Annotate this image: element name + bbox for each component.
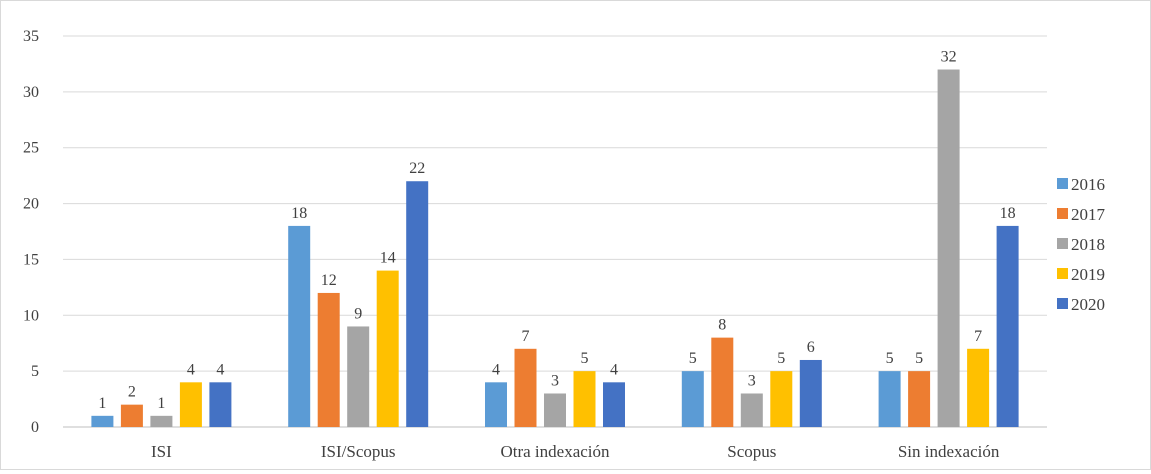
- y-tick-label: 35: [23, 28, 39, 45]
- legend-label: 2018: [1071, 235, 1105, 254]
- y-tick-label: 0: [31, 419, 39, 436]
- bar: [799, 359, 822, 427]
- bar: [711, 337, 734, 427]
- bar: [996, 225, 1019, 427]
- bar: [179, 382, 202, 427]
- bar: [514, 348, 537, 427]
- legend-swatch: [1057, 268, 1068, 279]
- data-label: 6: [807, 339, 815, 356]
- legend-swatch: [1057, 298, 1068, 309]
- bar: [681, 371, 704, 427]
- data-label: 32: [941, 49, 957, 66]
- bar: [376, 270, 399, 427]
- data-label: 3: [748, 372, 756, 389]
- bar: [908, 371, 931, 427]
- bar: [878, 371, 901, 427]
- data-label: 18: [1000, 205, 1016, 222]
- data-label: 5: [581, 350, 589, 367]
- data-label: 1: [98, 395, 106, 412]
- x-category-label: Sin indexación: [898, 442, 1000, 461]
- x-category-label: ISI/Scopus: [321, 442, 396, 461]
- data-label: 5: [886, 350, 894, 367]
- bar: [967, 348, 990, 427]
- legend-label: 2017: [1071, 205, 1106, 224]
- y-tick-label: 15: [23, 251, 39, 268]
- x-category-label: ISI: [151, 442, 172, 461]
- data-label: 22: [409, 160, 425, 177]
- bar: [740, 393, 763, 427]
- legend-swatch: [1057, 208, 1068, 219]
- bar: [317, 292, 340, 427]
- bar: [544, 393, 566, 427]
- bar: [937, 69, 960, 427]
- data-label: 4: [216, 361, 224, 378]
- legend-swatch: [1057, 178, 1068, 189]
- data-label: 3: [551, 372, 559, 389]
- bar: [406, 181, 429, 427]
- bar: [288, 225, 311, 427]
- x-axis-categories: ISI ISI/Scopus Otra indexación Scopus Sin in…: [151, 442, 1000, 461]
- y-tick-label: 30: [23, 84, 39, 101]
- data-label: 5: [689, 350, 697, 367]
- data-label: 4: [492, 361, 500, 378]
- legend-label: 2020: [1071, 295, 1105, 314]
- bar: [485, 382, 507, 427]
- data-label: 12: [321, 272, 337, 289]
- data-label: 7: [974, 328, 982, 345]
- legend-swatch: [1057, 238, 1068, 249]
- bar: [573, 371, 596, 427]
- data-label: 9: [354, 305, 362, 322]
- data-label: 1: [157, 395, 165, 412]
- data-label: 2: [128, 384, 136, 401]
- y-tick-label: 20: [23, 196, 39, 213]
- bars: [91, 69, 1019, 427]
- bar: [91, 415, 114, 427]
- x-category-label: Scopus: [727, 442, 776, 461]
- bar: [120, 404, 143, 427]
- data-label: 5: [915, 350, 923, 367]
- data-label: 4: [610, 361, 618, 378]
- bar: [603, 382, 625, 427]
- gridlines: [63, 35, 1047, 428]
- bar: [770, 371, 793, 427]
- y-tick-label: 5: [31, 363, 39, 380]
- data-label: 14: [380, 250, 396, 267]
- legend: 2016 2017 2018 2019 2020: [1057, 175, 1106, 314]
- bar: [347, 326, 370, 427]
- y-axis-ticks: 0 5 10 15 20 25 30 35: [23, 28, 39, 436]
- data-label: 5: [777, 350, 785, 367]
- x-category-label: Otra indexación: [500, 442, 610, 461]
- data-label: 7: [522, 328, 530, 345]
- legend-label: 2016: [1071, 175, 1105, 194]
- bar: [209, 382, 232, 427]
- y-tick-label: 10: [23, 307, 39, 324]
- data-label: 8: [718, 317, 726, 334]
- y-tick-label: 25: [23, 140, 39, 157]
- data-label: 18: [291, 205, 307, 222]
- data-label: 4: [187, 361, 195, 378]
- legend-label: 2019: [1071, 265, 1105, 284]
- bar: [150, 415, 173, 427]
